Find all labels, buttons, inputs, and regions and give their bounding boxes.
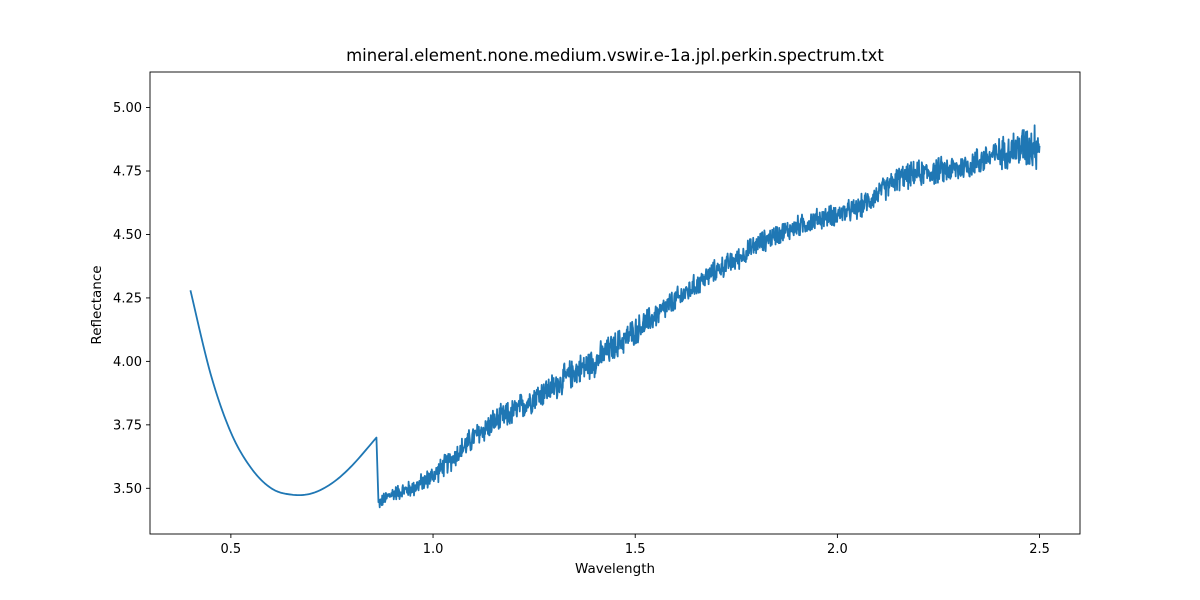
y-tick-label: 3.50	[113, 482, 142, 497]
spectrum-line	[189, 124, 1041, 509]
y-tick-label: 3.75	[113, 418, 142, 433]
x-tick-label: 1.0	[423, 542, 444, 557]
y-tick-label: 5.00	[113, 101, 142, 116]
y-tick-label: 4.50	[113, 228, 142, 243]
x-tick-label: 2.0	[827, 542, 848, 557]
x-tick-label: 2.5	[1029, 542, 1050, 557]
y-axis-label: Reflectance	[89, 265, 105, 345]
chart-title: mineral.element.none.medium.vswir.e-1a.j…	[346, 46, 884, 65]
plot-frame	[149, 71, 1081, 535]
x-axis-label: Wavelength	[574, 561, 656, 577]
y-tick-label: 4.75	[113, 165, 142, 180]
x-tick-label: 1.5	[625, 542, 646, 557]
y-tick-label: 4.25	[113, 291, 142, 306]
x-tick-label: 0.5	[221, 542, 242, 557]
y-tick-label: 4.00	[113, 355, 142, 370]
